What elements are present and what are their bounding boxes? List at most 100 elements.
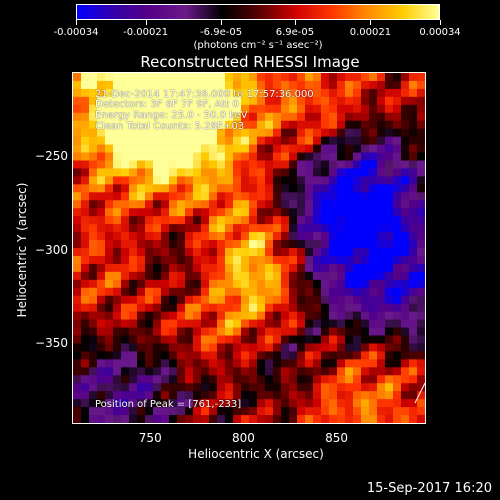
heatmap-cell <box>385 240 394 249</box>
heatmap-cell <box>209 335 218 344</box>
heatmap-cell <box>89 240 98 249</box>
heatmap-cell <box>113 351 122 360</box>
heatmap-cell <box>401 168 410 177</box>
heatmap-cell <box>121 351 130 360</box>
heatmap-cell <box>289 240 298 249</box>
heatmap-cell <box>393 399 402 408</box>
heatmap-cell <box>401 311 410 320</box>
heatmap-cell <box>169 351 178 360</box>
heatmap-cell <box>73 415 82 423</box>
heatmap-cell <box>121 303 130 312</box>
heatmap-cell <box>73 375 82 384</box>
heatmap-cell <box>417 263 425 273</box>
heatmap-cell <box>169 112 178 122</box>
heatmap-cell <box>305 160 314 169</box>
heatmap-cell <box>137 88 146 98</box>
heatmap-cell <box>385 391 394 400</box>
heatmap-cell <box>153 399 162 408</box>
heatmap-cell <box>121 208 130 217</box>
heatmap-cell <box>321 112 330 122</box>
heatmap-cell <box>73 160 82 169</box>
heatmap-cell <box>321 359 330 368</box>
heatmap-cell <box>209 271 218 281</box>
heatmap-cell <box>137 367 146 376</box>
heatmap-cell <box>297 128 306 137</box>
heatmap-cell <box>169 160 178 169</box>
heatmap-cell <box>289 255 298 265</box>
heatmap-cell <box>241 144 250 153</box>
heatmap-cell <box>409 104 418 114</box>
heatmap-cell <box>169 168 178 177</box>
heatmap-cell <box>113 232 122 241</box>
heatmap-cell <box>257 263 266 273</box>
heatmap-cell <box>233 391 242 400</box>
heatmap-cell <box>401 255 410 265</box>
heatmap-cell <box>161 120 170 129</box>
heatmap-cell <box>257 375 266 384</box>
heatmap-cell <box>417 80 425 90</box>
heatmap-cell <box>353 279 362 289</box>
annotation-counts: Clean Total Counts: 5.28E+03 <box>95 121 245 132</box>
heatmap-cell <box>385 375 394 384</box>
heatmap-cell <box>273 335 282 344</box>
heatmap-cell <box>249 399 258 408</box>
heatmap-cell <box>129 240 138 249</box>
heatmap-cell <box>249 359 258 368</box>
heatmap-cell <box>233 319 242 328</box>
heatmap-cell <box>361 240 370 249</box>
heatmap-cell <box>409 208 418 217</box>
heatmap-cell <box>81 287 90 297</box>
heatmap-cell <box>417 303 425 312</box>
heatmap-cell <box>161 383 170 392</box>
heatmap-cell <box>257 383 266 392</box>
heatmap-cell <box>209 399 218 408</box>
heatmap-cell <box>177 303 186 312</box>
heatmap-cell <box>377 255 386 265</box>
heatmap-cell <box>97 120 106 129</box>
heatmap-cell <box>265 208 274 217</box>
heatmap-cell <box>289 120 298 129</box>
heatmap-cell <box>345 208 354 217</box>
heatmap-cell <box>145 144 154 153</box>
heatmap-cell <box>257 184 266 193</box>
heatmap-cell <box>97 240 106 249</box>
heatmap-cell <box>393 152 402 161</box>
heatmap-cell <box>289 359 298 368</box>
heatmap-cell <box>145 303 154 312</box>
heatmap-cell <box>393 415 402 423</box>
heatmap-cell <box>121 311 130 320</box>
heatmap-cell <box>337 399 346 408</box>
heatmap-cell <box>97 319 106 328</box>
heatmap-cell <box>241 152 250 161</box>
heatmap-cell <box>305 120 314 129</box>
heatmap-cell <box>209 152 218 161</box>
heatmap-cell <box>89 255 98 265</box>
heatmap-cell <box>377 279 386 289</box>
heatmap-cell <box>409 367 418 376</box>
heatmap-cell <box>217 383 226 392</box>
heatmap-cell <box>393 303 402 312</box>
heatmap-cell <box>169 407 178 416</box>
heatmap-cell <box>417 255 425 265</box>
heatmap-cell <box>177 208 186 217</box>
heatmap-cell <box>193 367 202 376</box>
heatmap-cell <box>409 216 418 225</box>
heatmap-cell <box>121 295 130 304</box>
heatmap-cell <box>369 120 378 129</box>
heatmap-cell <box>409 327 418 336</box>
heatmap-cell <box>145 73 154 82</box>
heatmap-cell <box>417 160 425 169</box>
heatmap-cell <box>369 73 378 82</box>
heatmap-cell <box>217 160 226 169</box>
heatmap-cell <box>201 263 210 273</box>
heatmap-cell <box>289 104 298 114</box>
heatmap-cell <box>361 279 370 289</box>
heatmap-cell <box>401 327 410 336</box>
heatmap-cell <box>265 248 274 257</box>
heatmap-cell <box>153 271 162 281</box>
heatmap-cell <box>73 240 82 249</box>
heatmap-cell <box>81 327 90 336</box>
heatmap-cell <box>97 200 106 209</box>
heatmap-cell <box>161 184 170 193</box>
heatmap-cell <box>361 343 370 352</box>
